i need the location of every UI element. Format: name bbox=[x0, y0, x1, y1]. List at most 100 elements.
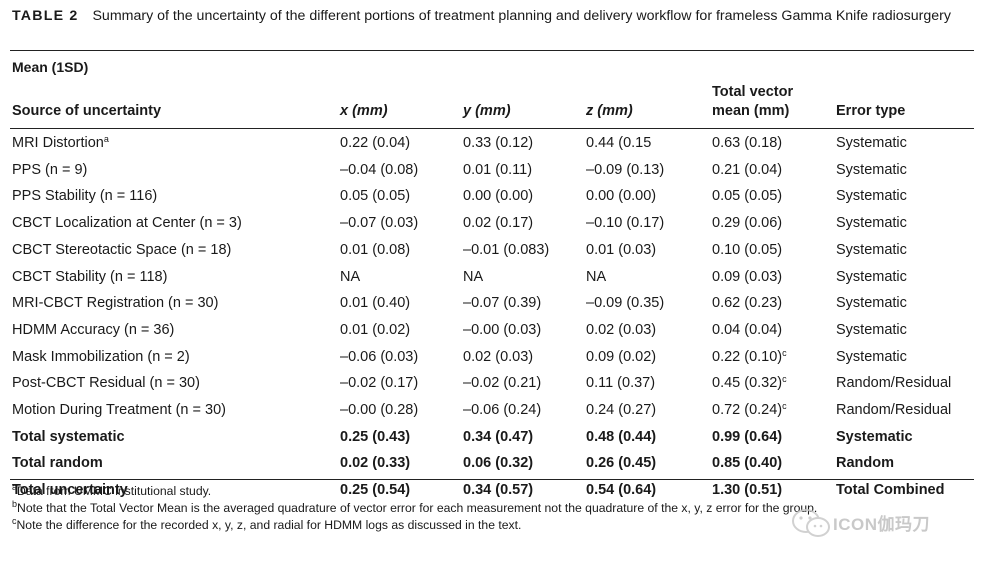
wechat-icon bbox=[792, 509, 830, 537]
row-z-text: –0.09 (0.35) bbox=[586, 295, 665, 312]
row-y-text: –0.07 (0.39) bbox=[463, 295, 542, 312]
row-source-text: Post-CBCT Residual (n = 30) bbox=[12, 375, 200, 392]
row-type-text: Random/Residual bbox=[836, 402, 952, 418]
row-source-text: CBCT Localization at Center (n = 3) bbox=[12, 215, 242, 232]
header-y: y (mm) bbox=[463, 102, 511, 121]
row-y: 0.34 (0.47) bbox=[463, 429, 533, 445]
row-x-text: –0.07 (0.03) bbox=[340, 215, 419, 232]
table-row: Motion During Treatment (n = 30) –0.00 (0… bbox=[0, 402, 985, 428]
footnote-mark: c bbox=[12, 516, 17, 526]
row-x: 0.01 (0.02) bbox=[340, 322, 410, 338]
header-x-text: x (mm) bbox=[340, 103, 388, 119]
row-z-text: 0.01 (0.03) bbox=[586, 241, 657, 258]
row-type: Systematic bbox=[836, 162, 907, 178]
footnotes: aData from UMMC institutional study. bNo… bbox=[12, 483, 817, 534]
row-type: Systematic bbox=[836, 349, 907, 365]
row-y: –0.07 (0.39) bbox=[463, 295, 541, 311]
row-y: –0.06 (0.24) bbox=[463, 402, 541, 418]
row-y-text: –0.01 (0.083) bbox=[463, 241, 550, 258]
row-z: 0.54 (0.64) bbox=[586, 482, 656, 498]
table-row: Total systematic 0.25 (0.43) 0.34 (0.47) 0.… bbox=[0, 429, 985, 455]
table-row: Post-CBCT Residual (n = 30) –0.02 (0.17) –… bbox=[0, 375, 985, 401]
row-type: Systematic bbox=[836, 295, 907, 311]
row-type-text: Systematic bbox=[836, 428, 913, 445]
row-z: 0.11 (0.37) bbox=[586, 375, 655, 391]
row-z: NA bbox=[586, 269, 606, 285]
row-type-text: Systematic bbox=[836, 268, 907, 285]
row-type-text: Systematic bbox=[836, 241, 907, 258]
row-source-text: Total uncertainty bbox=[12, 482, 128, 499]
table-row: CBCT Stereotactic Space (n = 18) 0.01 (0.… bbox=[0, 242, 985, 268]
row-source-text: Total systematic bbox=[12, 428, 125, 445]
row-total: 0.63 (0.18) bbox=[712, 135, 782, 151]
row-type: Systematic bbox=[836, 322, 907, 338]
row-y-text: –0.02 (0.21) bbox=[463, 375, 542, 392]
row-source: CBCT Localization at Center (n = 3) bbox=[12, 215, 242, 231]
row-x-text: 0.01 (0.02) bbox=[340, 321, 411, 338]
row-total: 0.99 (0.64) bbox=[712, 429, 782, 445]
row-y: –0.01 (0.083) bbox=[463, 242, 549, 258]
row-x: 0.05 (0.05) bbox=[340, 188, 410, 204]
row-x: –0.02 (0.17) bbox=[340, 375, 418, 391]
row-type: Total Combined bbox=[836, 482, 944, 498]
row-source: MRI Distortiona bbox=[12, 134, 109, 152]
row-y-text: 0.02 (0.03) bbox=[463, 348, 534, 365]
row-x: –0.07 (0.03) bbox=[340, 215, 418, 231]
row-y: 0.33 (0.12) bbox=[463, 135, 533, 151]
row-z-text: 0.00 (0.00) bbox=[586, 188, 657, 205]
row-y: –0.00 (0.03) bbox=[463, 322, 541, 338]
row-x: 0.02 (0.33) bbox=[340, 455, 410, 471]
row-y: 0.00 (0.00) bbox=[463, 188, 533, 204]
row-source: PPS Stability (n = 116) bbox=[12, 188, 157, 204]
row-y: 0.02 (0.03) bbox=[463, 349, 533, 365]
header-rule bbox=[10, 128, 974, 130]
row-y-text: 0.01 (0.11) bbox=[463, 161, 533, 178]
table-row: HDMM Accuracy (n = 36) 0.01 (0.02) –0.00 (… bbox=[0, 322, 985, 348]
row-z: 0.00 (0.00) bbox=[586, 188, 656, 204]
row-x-text: –0.00 (0.28) bbox=[340, 402, 419, 418]
row-y: –0.02 (0.21) bbox=[463, 375, 541, 391]
row-total-text: 0.29 (0.06) bbox=[712, 215, 783, 232]
row-x: 0.25 (0.43) bbox=[340, 429, 410, 445]
row-x-text: –0.06 (0.03) bbox=[340, 348, 419, 365]
row-total: 0.09 (0.03) bbox=[712, 269, 782, 285]
row-source: Total systematic bbox=[12, 429, 125, 445]
row-total: 0.85 (0.40) bbox=[712, 455, 782, 471]
row-source: CBCT Stability (n = 118) bbox=[12, 269, 167, 285]
row-source-text: HDMM Accuracy (n = 36) bbox=[12, 321, 175, 338]
row-source-text: CBCT Stereotactic Space (n = 18) bbox=[12, 241, 232, 258]
footnote-ref: a bbox=[103, 134, 109, 144]
footnote-ref: c bbox=[782, 374, 787, 385]
row-source-text: PPS Stability (n = 116) bbox=[12, 188, 158, 205]
row-type: Random bbox=[836, 455, 894, 471]
row-total-text: 1.30 (0.51) bbox=[712, 482, 783, 499]
row-x-text: 0.25 (0.54) bbox=[340, 482, 411, 499]
row-z-text: –0.09 (0.13) bbox=[586, 161, 665, 178]
table-row: CBCT Stability (n = 118) NA NA NA 0.09 (0.03… bbox=[0, 269, 985, 295]
table-row: Total random 0.02 (0.33) 0.06 (0.32) 0.26 (… bbox=[0, 455, 985, 481]
row-total-text: 0.99 (0.64) bbox=[712, 428, 783, 445]
row-total: 0.29 (0.06) bbox=[712, 215, 782, 231]
row-source: PPS (n = 9) bbox=[12, 162, 87, 178]
watermark-text: ICON伽玛刀 bbox=[833, 515, 930, 534]
row-total: 0.05 (0.05) bbox=[712, 188, 782, 204]
footnote-text: Data from UMMC institutional study. bbox=[17, 484, 212, 498]
row-total: 0.45 (0.32)c bbox=[712, 374, 787, 392]
row-total-text: 0.05 (0.05) bbox=[712, 188, 783, 205]
row-type-text: Total Combined bbox=[836, 482, 945, 499]
row-total-text: 0.45 (0.32) bbox=[712, 375, 783, 392]
row-x-text: 0.25 (0.43) bbox=[340, 428, 411, 445]
header-total-line2: mean (mm) bbox=[712, 103, 790, 119]
row-source: Post-CBCT Residual (n = 30) bbox=[12, 375, 200, 391]
row-total: 1.30 (0.51) bbox=[712, 482, 782, 498]
row-source: CBCT Stereotactic Space (n = 18) bbox=[12, 242, 231, 258]
row-source-text: Total random bbox=[12, 455, 103, 472]
row-z-text: 0.44 (0.15 bbox=[586, 135, 652, 151]
row-type-text: Systematic bbox=[836, 188, 907, 205]
bottom-rule bbox=[10, 479, 974, 481]
footnote-ref: c bbox=[782, 347, 787, 358]
row-source: Total random bbox=[12, 455, 103, 471]
row-x: NA bbox=[340, 269, 360, 285]
row-y-text: 0.33 (0.12) bbox=[463, 135, 534, 151]
row-z-text: –0.10 (0.17) bbox=[586, 215, 665, 232]
